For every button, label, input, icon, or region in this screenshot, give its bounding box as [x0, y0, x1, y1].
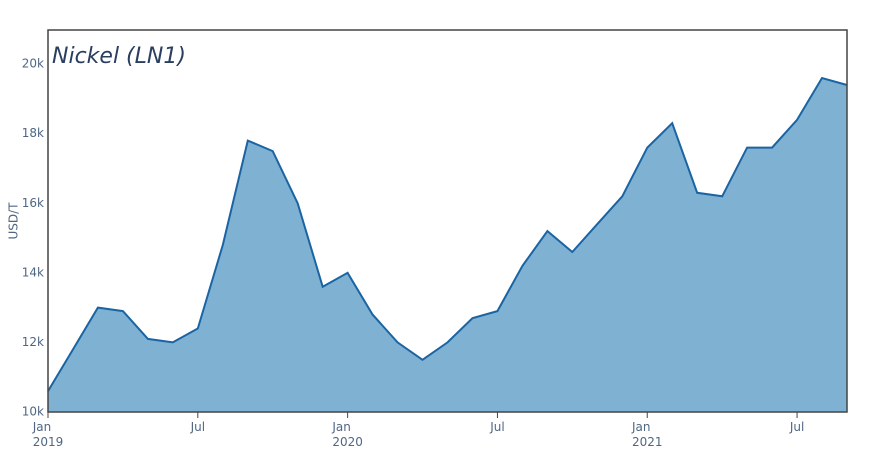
plot-frame	[47, 29, 848, 413]
x-tick-label: Jul	[490, 420, 505, 434]
y-tick-label: 18k	[22, 126, 44, 140]
x-tick-label: Jan 2020	[332, 420, 363, 449]
x-tick-label: Jul	[789, 420, 805, 434]
line	[47, 76, 848, 392]
y-tick-label: 10k	[22, 405, 44, 419]
y-axis-label: USD/T	[7, 202, 21, 240]
chart-title: Nickel (LN1)	[52, 44, 186, 69]
x-tick-label: Jan 2021	[631, 420, 663, 449]
y-tick-label: 12k	[22, 335, 44, 349]
y-tick-label: 20k	[22, 57, 44, 71]
area	[48, 78, 847, 412]
y-tick-label: 14k	[22, 265, 44, 279]
y-tick-label: 16k	[22, 196, 44, 210]
x-tick-label: Jan 2019	[32, 420, 64, 449]
x-tick-label: Jul	[190, 420, 206, 434]
